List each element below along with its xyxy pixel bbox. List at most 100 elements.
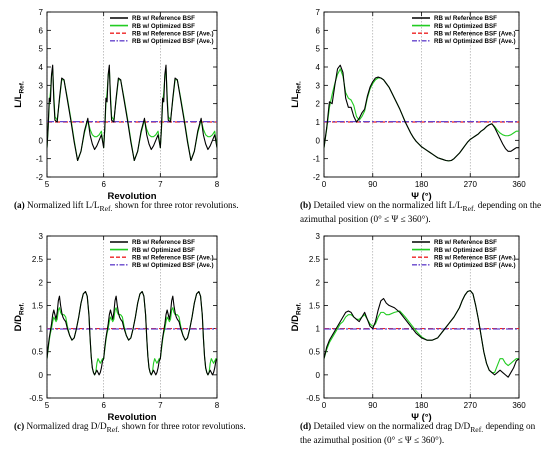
y-axis-label: L/LRef.	[13, 81, 26, 108]
legend-entry: RB w/ Reference BSF	[434, 15, 497, 22]
series-line-reference	[324, 64, 519, 162]
y-tick-label: 0	[316, 136, 321, 145]
caption-d: (d) Detailed view on the normalized drag…	[300, 421, 548, 447]
x-tick-label: 5	[45, 180, 50, 189]
chart-d: 0 90 180 270 360-0.500.511.522.53Ψ (°)D/DRef…	[290, 232, 526, 423]
y-tick-label: -1	[36, 155, 44, 164]
legend-entry: RB w/ Reference BSF	[132, 239, 195, 246]
y-tick-label: 2	[39, 278, 44, 287]
x-tick-label: 8	[215, 180, 220, 189]
y-tick-label: 0	[316, 371, 321, 380]
y-tick-label: 1	[39, 325, 44, 334]
y-tick-label: 7	[316, 8, 321, 17]
chart-c: 5 6 7 8 -0.5 0 0.5 1 1.5 2 2.5 3 Revolution D/DRef. RB…	[13, 232, 220, 423]
y-axis-label-main: D/D	[290, 315, 301, 332]
x-tick-label: 360	[512, 401, 526, 410]
x-tick-label: 90	[368, 180, 377, 189]
plot-frame	[46, 235, 218, 399]
y-axis-label: L/LRef.	[290, 81, 303, 108]
legend-entry: RB w/ Reference BSF	[434, 239, 497, 246]
legend-entry: RB w/ Reference BSF (Ave.)	[434, 254, 516, 261]
caption-rest: shown for three rotor revolutions.	[119, 421, 246, 431]
y-tick-label: -2	[313, 173, 321, 182]
y-tick-label: 3	[39, 81, 44, 90]
caption-tag: (b)	[300, 200, 312, 210]
y-axis-label-main: L/L	[290, 93, 301, 107]
y-axis-label-main: L/L	[13, 93, 24, 107]
series-line-reference	[47, 290, 217, 376]
y-axis-label: D/DRef.	[13, 302, 26, 331]
caption-text: Normalized lift L/L	[27, 200, 100, 210]
caption-b: (b) Detailed view on the normalized lift…	[300, 200, 548, 226]
legend-entry: RB w/ Reference BSF (Ave.)	[132, 30, 214, 37]
series-line-reference	[324, 290, 519, 378]
legend-entry: RB w/ Reference BSF (Ave.)	[132, 254, 214, 261]
legend-entry: RB w/ Optimized BSF (Ave.)	[434, 38, 516, 45]
y-tick-label: -0.5	[306, 394, 320, 403]
x-axis-label: Revolution	[107, 191, 156, 202]
caption-text: Normalized drag D/D	[26, 421, 107, 431]
chart-b: 0 90 180 270 360 -2 -1 0 1 2 3 4 5 6 7 Ψ (°) L/LRef. RB w…	[290, 8, 526, 202]
y-tick-label: 3	[316, 232, 321, 241]
caption-rest: depending on the azimuthal position (0° …	[300, 421, 536, 446]
legend-entry: RB w/ Reference BSF	[132, 15, 195, 22]
legend-entry: RB w/ Optimized BSF	[434, 23, 497, 30]
y-tick-label: -0.5	[29, 394, 43, 403]
y-tick-label: 1	[39, 118, 44, 127]
caption-tag: (a)	[14, 200, 25, 210]
x-tick-label: 360	[512, 180, 526, 189]
caption-sub: Ref.	[470, 424, 484, 434]
legend-entry: RB w/ Optimized BSF (Ave.)	[132, 38, 214, 45]
legend-entry: RB w/ Optimized BSF (Ave.)	[434, 262, 516, 269]
y-axis-label-sub: Ref.	[296, 302, 303, 314]
y-tick-label: 0.5	[32, 348, 44, 357]
caption-sub: Ref.	[99, 203, 113, 213]
x-tick-label: 180	[415, 180, 429, 189]
y-tick-label: -2	[36, 173, 44, 182]
y-tick-label: 6	[316, 26, 321, 35]
y-tick-label: 2.5	[309, 255, 321, 264]
x-axis-label: Ψ (°)	[411, 191, 431, 202]
caption-rest: shown for three rotor revolutions.	[112, 200, 239, 210]
legend-entry: RB w/ Optimized BSF	[132, 247, 195, 254]
y-tick-label: 7	[39, 8, 44, 17]
caption-tag: (c)	[14, 421, 25, 431]
caption-a: (a) Normalized lift L/LRef. shown for th…	[14, 200, 264, 214]
x-tick-label: 5	[45, 401, 50, 410]
legend-entry: RB w/ Optimized BSF	[132, 23, 195, 30]
y-tick-label: 2	[39, 100, 44, 109]
y-tick-label: 6	[39, 26, 44, 35]
y-axis-label-sub: Ref.	[19, 81, 26, 93]
y-axis-label-sub: Ref.	[296, 81, 303, 93]
x-tick-label: 7	[158, 401, 163, 410]
x-tick-label: 0	[322, 180, 327, 189]
x-tick-label: 6	[101, 401, 106, 410]
y-tick-label: 3	[316, 81, 321, 90]
legend-entry: RB w/ Optimized BSF	[434, 247, 497, 254]
y-tick-label: 2	[316, 100, 321, 109]
y-axis-label: D/DRef.	[290, 302, 303, 331]
y-tick-label: 1	[316, 118, 321, 127]
legend-entry: RB w/ Reference BSF (Ave.)	[434, 30, 516, 37]
y-tick-label: 5	[39, 45, 44, 54]
caption-rest: depending on the azimuthal position (0° …	[300, 200, 542, 225]
y-tick-label: 1.5	[32, 301, 44, 310]
caption-text: Detailed view on the normalized lift L/L	[313, 200, 463, 210]
x-tick-label: 6	[101, 180, 106, 189]
x-axis-label: Ψ (°)	[411, 412, 431, 423]
x-tick-label: 90	[368, 401, 377, 410]
y-tick-label: 4	[39, 63, 44, 72]
y-tick-label: 0	[39, 136, 44, 145]
caption-text: Detailed view on the normalized drag D/D	[313, 421, 471, 431]
x-tick-label: 270	[464, 401, 478, 410]
x-tick-label: 270	[464, 180, 478, 189]
x-tick-label: 0	[322, 401, 327, 410]
y-tick-label: 1	[316, 325, 321, 334]
x-tick-label: 7	[158, 180, 163, 189]
y-axis-label-main: D/D	[13, 315, 24, 332]
y-tick-label: 0.5	[309, 348, 321, 357]
caption-sub: Ref.	[462, 203, 476, 213]
x-axis-label: Revolution	[107, 412, 156, 423]
